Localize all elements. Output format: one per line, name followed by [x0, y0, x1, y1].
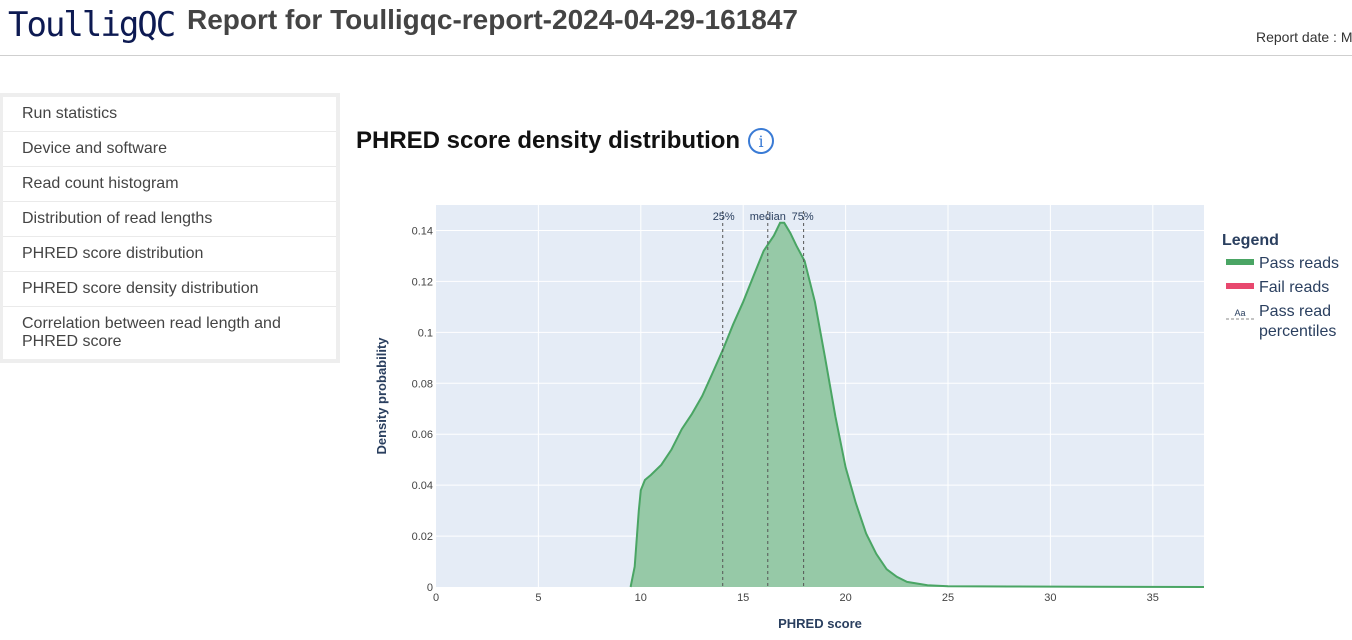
- report-title: Report for Toulligqc-report-2024-04-29-1…: [187, 4, 798, 35]
- sidebar-item-correlation[interactable]: Correlation between read length and PHRE…: [22, 315, 281, 350]
- legend-label-fail: Fail reads: [1259, 279, 1329, 296]
- toulligqc-logo: ToulligQC: [8, 3, 176, 47]
- phred-density-chart: 0 5 10 15 20 25 30 35 0 0.02 0.04 0.06 0.08 0.1 0.12 0.…: [374, 205, 1339, 631]
- percentile-label: 75%: [792, 211, 814, 223]
- report-header: ToulligQC Report for Toulligqc-report-20…: [0, 0, 1352, 56]
- pass-reads-line: [629, 221, 1205, 588]
- sidebar-item-read-lengths[interactable]: Distribution of read lengths: [3, 202, 336, 237]
- info-icon[interactable]: i: [748, 128, 775, 154]
- x-tick-label: 20: [839, 592, 851, 604]
- nav-list: Run statistics Device and software Read …: [3, 97, 336, 359]
- x-tick-label: 30: [1044, 592, 1056, 604]
- percentile-label: median: [750, 211, 786, 223]
- logo-text: ToulligQC: [8, 5, 176, 45]
- section-title: PHRED score density distribution i: [356, 127, 775, 155]
- y-tick-label: 0.14: [412, 225, 433, 237]
- y-tick-label: 0.06: [412, 429, 433, 441]
- x-tick-label: 15: [737, 592, 749, 604]
- percentile-label: 25%: [713, 211, 735, 223]
- pass-reads-area: [630, 222, 1204, 588]
- y-tick-label: 0: [427, 582, 433, 594]
- y-tick-label: 0.12: [412, 276, 433, 288]
- sidebar-nav: Run statistics Device and software Read …: [0, 93, 340, 363]
- x-tick-label: 5: [535, 592, 541, 604]
- legend-label-pass: Pass reads: [1259, 255, 1339, 272]
- sidebar-item-run-statistics[interactable]: Run statistics: [3, 97, 336, 132]
- legend-swatch-aa: Aa: [1234, 308, 1245, 318]
- y-tick-label: 0.04: [412, 480, 433, 492]
- x-tick-label: 25: [942, 592, 954, 604]
- sidebar-item-device-and-software[interactable]: Device and software: [3, 132, 336, 167]
- x-tick-label: 0: [433, 592, 439, 604]
- x-axis-title: PHRED score: [778, 616, 862, 631]
- sidebar-item-phred-score-distribution[interactable]: PHRED score distribution: [3, 237, 336, 272]
- legend-label-percentiles-2: percentiles: [1259, 323, 1336, 340]
- legend-title: Legend: [1222, 232, 1279, 249]
- y-axis-title: Density probability: [374, 337, 389, 455]
- sidebar-item-phred-density[interactable]: PHRED score density distribution: [3, 272, 336, 307]
- y-tick-label: 0.1: [418, 327, 433, 339]
- y-tick-label: 0.02: [412, 531, 433, 543]
- sidebar-item-read-count-histogram[interactable]: Read count histogram: [3, 167, 336, 202]
- y-tick-label: 0.08: [412, 378, 433, 390]
- section-title-text: PHRED score density distribution: [356, 127, 741, 154]
- x-tick-label: 10: [635, 592, 647, 604]
- x-tick-label: 35: [1147, 592, 1159, 604]
- report-date: Report date : M: [1256, 29, 1352, 45]
- legend-label-percentiles-1: Pass read: [1259, 303, 1331, 320]
